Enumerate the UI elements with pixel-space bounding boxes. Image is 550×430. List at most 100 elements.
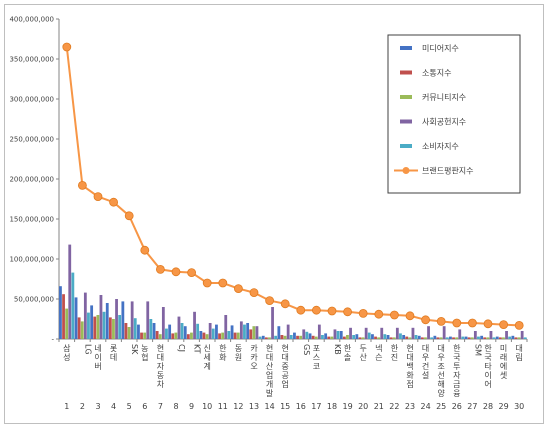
rank-label: 30	[514, 402, 524, 411]
bar-3	[361, 337, 365, 339]
bar-1	[355, 334, 359, 339]
bar-5	[367, 332, 371, 339]
y-tick-label: 250,000,000	[9, 136, 54, 144]
brand-index-point	[452, 318, 462, 328]
bar-3	[346, 335, 349, 339]
rank-label: 14	[265, 402, 275, 411]
bar-5	[430, 337, 434, 339]
bar-1	[246, 323, 250, 339]
bar-5	[149, 319, 153, 339]
rank-label: 7	[158, 402, 163, 411]
bar-5	[227, 331, 231, 339]
bar-4	[458, 329, 462, 339]
category-label: CJ	[177, 344, 186, 352]
bar-5	[258, 336, 262, 339]
legend-swatch	[400, 144, 412, 148]
rank-label: 17	[311, 402, 321, 411]
bar-2	[140, 332, 143, 339]
bar-5	[196, 323, 200, 339]
bar-4	[489, 331, 493, 339]
bar-5	[133, 318, 137, 339]
bar-3	[143, 332, 147, 339]
bar-1	[137, 324, 140, 339]
brand-index-point	[249, 288, 259, 298]
rank-label: 29	[499, 402, 509, 411]
bar-2	[358, 337, 362, 339]
bar-3	[65, 308, 69, 339]
bar-5	[165, 328, 168, 339]
bar-2	[311, 335, 315, 339]
bar-3	[517, 337, 521, 339]
rank-label: 16	[296, 402, 306, 411]
y-tick-label: 100,000,000	[9, 256, 54, 264]
brand-index-point	[483, 319, 493, 329]
bar-2	[93, 316, 97, 339]
bar-3	[205, 334, 209, 339]
bar-1	[495, 336, 499, 339]
y-tick-label: 150,000,000	[9, 216, 54, 224]
bar-1	[199, 331, 203, 339]
bar-4	[255, 326, 259, 339]
brand-index-point	[202, 278, 212, 288]
bar-2	[155, 331, 159, 339]
bar-5	[102, 311, 106, 339]
bar-1	[371, 334, 374, 339]
bar-4	[208, 323, 212, 339]
y-tick-label: 300,000,000	[9, 96, 54, 104]
legend-box	[387, 34, 521, 194]
brand-index-point	[436, 316, 446, 326]
bar-2	[342, 336, 346, 339]
brand-reputation-chart: - 50,000,000 100,000,000 150,000,000 200,000…	[9, 16, 528, 411]
rank-label: 4	[111, 402, 116, 411]
brand-index-point	[514, 320, 524, 330]
bar-2	[483, 337, 487, 339]
brand-index-point	[265, 296, 275, 306]
bar-4	[473, 331, 477, 339]
bar-4	[380, 327, 384, 339]
bar-5	[180, 323, 184, 339]
legend-label: 미디어지수	[422, 43, 459, 53]
category-label: GS	[302, 344, 311, 355]
legend-label: 사회공헌지수	[422, 118, 466, 127]
brand-index-point	[343, 307, 353, 317]
bar-3	[470, 337, 474, 339]
bar-5	[71, 272, 75, 339]
y-tick-label: 200,000,000	[9, 176, 54, 184]
rank-label: 18	[327, 402, 337, 411]
bar-3	[268, 337, 271, 339]
brand-index-point	[499, 320, 509, 330]
bar-3	[221, 332, 225, 339]
bar-1	[168, 324, 172, 339]
brand-index-point	[93, 192, 103, 202]
bar-2	[296, 335, 299, 339]
bar-2	[202, 332, 206, 339]
bar-2	[436, 337, 440, 339]
bar-4	[161, 307, 165, 339]
bar-5	[414, 335, 418, 339]
bar-1	[449, 336, 452, 339]
legend-label: 브랜드평판지수	[422, 166, 474, 176]
bar-3	[236, 332, 240, 339]
brand-index-point	[171, 267, 181, 277]
bar-3	[314, 336, 318, 339]
rank-label: 9	[189, 402, 194, 411]
category-label: LG	[83, 344, 92, 355]
rank-label: 8	[173, 402, 178, 411]
bar-5	[336, 331, 340, 339]
bar-3	[486, 337, 490, 339]
bar-1	[480, 335, 484, 339]
bar-1	[464, 336, 468, 339]
bar-2	[280, 335, 284, 339]
bar-1	[215, 324, 218, 339]
bar-2	[171, 333, 175, 339]
bar-1	[74, 297, 78, 339]
bar-1	[105, 303, 109, 339]
bar-4	[333, 329, 337, 339]
